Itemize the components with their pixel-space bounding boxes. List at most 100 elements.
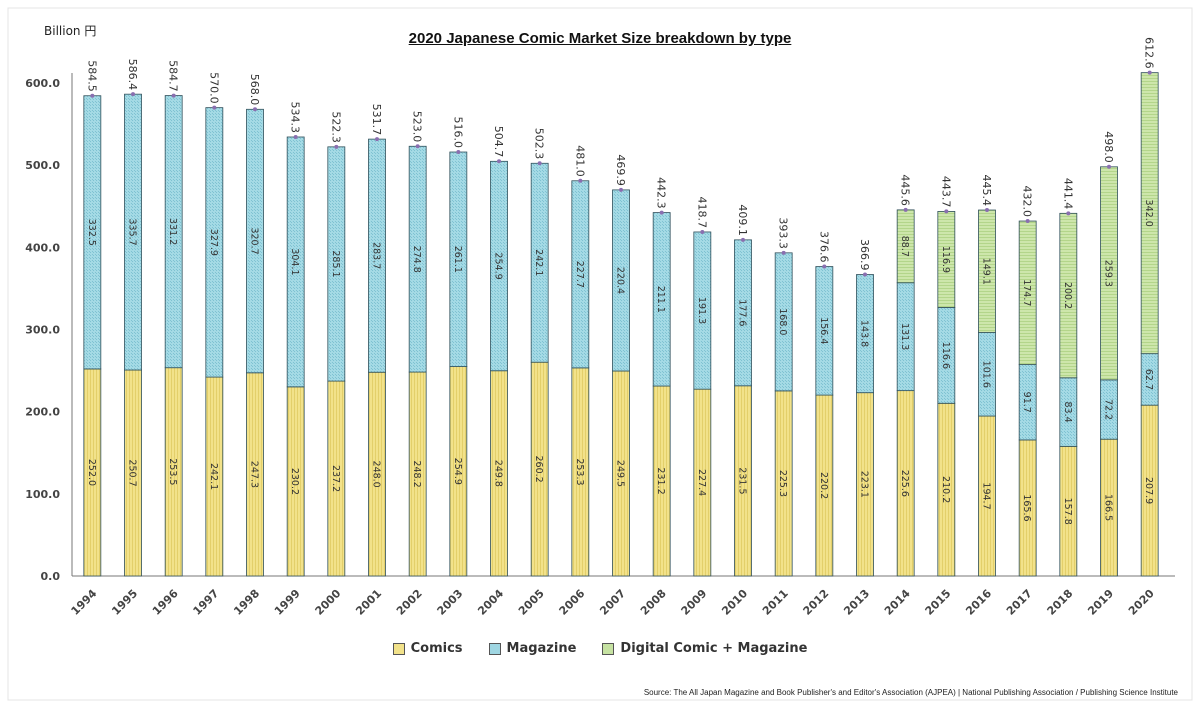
segment-value-label: 227.4 bbox=[696, 469, 707, 496]
total-marker bbox=[659, 210, 664, 215]
total-value-label: 531.7 bbox=[370, 104, 383, 136]
x-tick-label: 2001 bbox=[353, 587, 384, 618]
x-tick-label: 2005 bbox=[516, 587, 547, 618]
total-value-label: 612.6 bbox=[1143, 37, 1156, 69]
total-value-label: 366.9 bbox=[858, 239, 871, 271]
total-marker bbox=[985, 208, 989, 213]
legend-swatch-digital bbox=[602, 642, 615, 655]
total-marker bbox=[456, 150, 461, 155]
total-marker bbox=[822, 264, 827, 269]
segment-value-label: 231.5 bbox=[737, 467, 748, 494]
chart-title: 2020 Japanese Comic Market Size breakdow… bbox=[0, 30, 1200, 47]
segment-value-label: 242.1 bbox=[533, 249, 544, 276]
total-value-label: 418.7 bbox=[695, 196, 708, 228]
total-value-label: 409.1 bbox=[736, 204, 749, 236]
total-marker bbox=[334, 144, 339, 149]
segment-value-label: 156.4 bbox=[818, 317, 829, 344]
total-value-label: 469.9 bbox=[614, 154, 627, 186]
y-tick-label: 500.0 bbox=[25, 159, 60, 172]
segment-value-label: 174.7 bbox=[1021, 279, 1032, 306]
x-tick-label: 2008 bbox=[638, 587, 669, 618]
x-tick-label: 2003 bbox=[435, 587, 466, 618]
x-tick-label: 1999 bbox=[272, 587, 303, 618]
total-value-label: 393.3 bbox=[777, 217, 790, 249]
total-value-label: 516.0 bbox=[451, 117, 464, 149]
total-marker bbox=[1025, 219, 1030, 224]
segment-value-label: 274.8 bbox=[411, 246, 422, 273]
total-value-label: 498.0 bbox=[1102, 131, 1115, 163]
segment-value-label: 207.9 bbox=[1143, 477, 1154, 504]
total-value-label: 568.0 bbox=[248, 74, 261, 106]
total-marker bbox=[619, 187, 623, 192]
segment-value-label: 149.1 bbox=[981, 258, 992, 285]
y-tick-label: 600.0 bbox=[25, 77, 60, 90]
segment-value-label: 88.7 bbox=[899, 236, 910, 257]
x-tick-label: 2007 bbox=[597, 587, 628, 618]
y-tick-label: 200.0 bbox=[25, 406, 60, 419]
total-value-label: 523.0 bbox=[411, 111, 424, 143]
total-value-label: 445.4 bbox=[980, 175, 993, 207]
segment-value-label: 116.9 bbox=[940, 246, 951, 273]
x-tick-label: 2019 bbox=[1085, 587, 1116, 618]
segment-value-label: 168.0 bbox=[777, 308, 788, 335]
segment-value-label: 237.2 bbox=[330, 465, 341, 492]
segment-value-label: 231.2 bbox=[655, 467, 666, 494]
total-value-label: 522.3 bbox=[329, 111, 342, 143]
segment-value-label: 250.7 bbox=[127, 459, 138, 486]
y-tick-label: 100.0 bbox=[25, 488, 60, 501]
segment-value-label: 227.7 bbox=[574, 261, 585, 288]
total-marker bbox=[1066, 211, 1071, 216]
segment-value-label: 211.1 bbox=[655, 286, 666, 313]
total-value-label: 502.3 bbox=[533, 128, 546, 160]
total-marker bbox=[497, 159, 501, 164]
segment-value-label: 91.7 bbox=[1021, 392, 1032, 413]
x-tick-label: 2006 bbox=[557, 587, 588, 618]
segment-value-label: 252.0 bbox=[86, 459, 97, 486]
segment-value-label: 261.1 bbox=[452, 246, 463, 273]
chart-title-text: 2020 Japanese Comic Market Size breakdow… bbox=[408, 30, 792, 47]
segment-value-label: 166.5 bbox=[1103, 494, 1114, 521]
segment-value-label: 191.3 bbox=[696, 297, 707, 324]
legend-label: Digital Comic + Magazine bbox=[620, 641, 808, 656]
segment-value-label: 165.6 bbox=[1021, 494, 1032, 521]
segment-value-label: 249.5 bbox=[615, 460, 626, 487]
segment-value-label: 254.9 bbox=[493, 252, 504, 279]
segment-value-label: 254.9 bbox=[452, 458, 463, 485]
total-marker bbox=[90, 93, 95, 98]
segment-value-label: 220.4 bbox=[615, 267, 626, 294]
x-tick-label: 2011 bbox=[760, 587, 791, 618]
y-axis-unit-label: Billion 円 bbox=[44, 24, 97, 38]
x-tick-label: 2010 bbox=[719, 587, 750, 618]
segment-value-label: 210.2 bbox=[940, 476, 951, 503]
total-value-label: 481.0 bbox=[573, 145, 586, 177]
total-marker bbox=[375, 137, 379, 142]
segment-value-label: 177.6 bbox=[737, 299, 748, 326]
x-tick-label: 1994 bbox=[69, 587, 100, 618]
segment-value-label: 225.3 bbox=[777, 470, 788, 497]
segment-value-label: 225.6 bbox=[899, 470, 910, 497]
segment-value-label: 223.1 bbox=[859, 471, 870, 498]
segment-value-label: 285.1 bbox=[330, 250, 341, 277]
chart-border bbox=[7, 7, 1193, 701]
x-tick-label: 2012 bbox=[801, 587, 832, 618]
segment-value-label: 283.7 bbox=[371, 242, 382, 269]
segment-value-label: 259.3 bbox=[1103, 260, 1114, 287]
total-marker bbox=[1147, 70, 1152, 75]
legend-swatch-magazine bbox=[488, 642, 501, 655]
total-value-label: 441.4 bbox=[1061, 178, 1074, 210]
segment-value-label: 249.8 bbox=[493, 460, 504, 487]
legend-label: Comics bbox=[410, 641, 463, 656]
segment-value-label: 260.2 bbox=[533, 455, 544, 482]
total-marker bbox=[700, 229, 705, 234]
total-marker bbox=[863, 272, 867, 277]
total-marker bbox=[903, 207, 908, 212]
segment-value-label: 230.2 bbox=[289, 468, 300, 495]
total-value-label: 442.3 bbox=[655, 177, 668, 209]
total-value-label: 445.6 bbox=[899, 174, 912, 206]
segment-value-label: 304.1 bbox=[289, 248, 300, 275]
segment-value-label: 248.0 bbox=[371, 461, 382, 488]
legend-item-digital: Digital Comic + Magazine bbox=[602, 641, 807, 656]
total-marker bbox=[253, 107, 257, 112]
total-value-label: 376.6 bbox=[817, 231, 830, 263]
